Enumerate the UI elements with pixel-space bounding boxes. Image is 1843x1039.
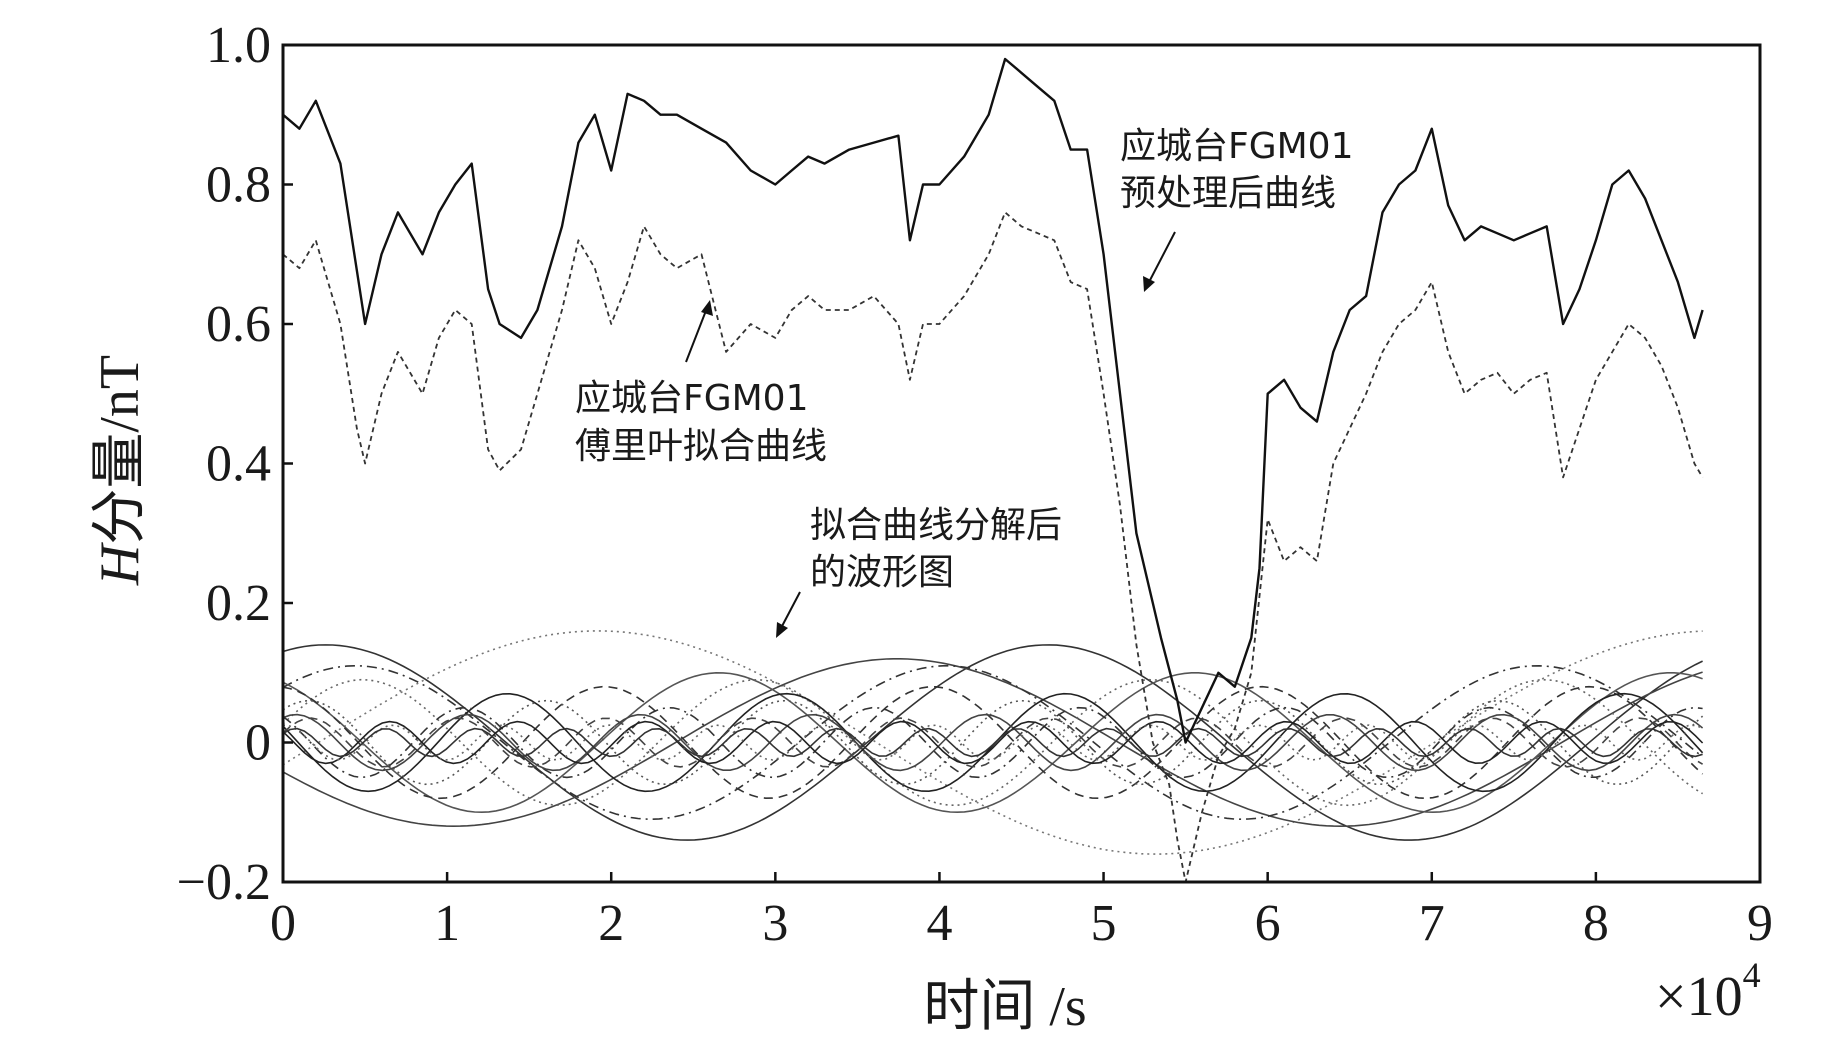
- annotation-decomposed-line1: 拟合曲线分解后: [810, 505, 1062, 546]
- decomposed-waveform-13: [282, 720, 1704, 765]
- decomposed-waveform-15: [282, 727, 1703, 758]
- annotation-preprocessed-arrowhead: [1143, 276, 1155, 292]
- y-tick-label: 0.4: [206, 436, 271, 493]
- y-tick-label: 0: [245, 715, 271, 772]
- annotation-decomposed-arrow: [779, 591, 801, 631]
- decomposed-waveform-7: [282, 685, 1704, 800]
- x-tick-label: 7: [1419, 895, 1445, 952]
- y-tick-label: 0.2: [206, 575, 271, 632]
- decomposed-waveform-12: [282, 717, 1704, 768]
- annotation-fourier: 应城台FGM01 傅里叶拟合曲线: [575, 300, 827, 467]
- x-tick-label: 5: [1091, 895, 1117, 952]
- annotation-decomposed-line2: 的波形图: [810, 552, 954, 593]
- annotation-fourier-line2: 傅里叶拟合曲线: [575, 426, 827, 467]
- decomposed-waveform-3: [282, 657, 1703, 828]
- x-tick-label: 8: [1583, 895, 1609, 952]
- decomposed-waveform-14: [282, 724, 1703, 761]
- plot-lines: [282, 57, 1704, 883]
- annotation-fourier-arrow: [685, 307, 708, 363]
- y-tick-label: 0.8: [206, 157, 271, 214]
- x-tick-label: 4: [926, 895, 952, 952]
- decomposed-waveform-6: [282, 678, 1704, 807]
- annotation-decomposed: 拟合曲线分解后 的波形图: [776, 505, 1062, 638]
- series-fourier-fit-line: [282, 211, 1704, 883]
- x-tick-label: 3: [762, 895, 788, 952]
- series-preprocessed-line: [282, 57, 1704, 744]
- decomposed-waveform-1: [282, 630, 1703, 855]
- x-axis-multiplier: ×104: [1655, 955, 1761, 1028]
- decomposed-waveform-10: [282, 706, 1703, 779]
- x-tick-label: 6: [1255, 895, 1281, 952]
- y-tick-label: 1.0: [206, 17, 271, 74]
- decomposed-waveform-5: [282, 671, 1703, 814]
- y-tick-label: 0.6: [206, 296, 271, 353]
- annotation-fourier-line1: 应城台FGM01: [575, 378, 808, 419]
- x-tick-label: 2: [598, 895, 624, 952]
- axis-ticks: 0 1 2 3 4 5 6 7 8 9−0.200.20.40.60.81.0: [177, 17, 1773, 952]
- annotation-decomposed-arrowhead: [776, 622, 788, 638]
- decomposed-waveform-11: [282, 713, 1704, 772]
- annotation-fourier-arrowhead: [701, 300, 713, 316]
- annotation-preprocessed: 应城台FGM01 预处理后曲线: [1120, 126, 1353, 292]
- x-axis-title: 时间 /s: [923, 976, 1086, 1038]
- y-tick-label: −0.2: [177, 854, 271, 911]
- x-tick-label: 1: [434, 895, 460, 952]
- x-tick-label: 9: [1747, 895, 1773, 952]
- annotation-preprocessed-line1: 应城台FGM01: [1120, 126, 1353, 167]
- annotation-preprocessed-arrow: [1147, 231, 1176, 285]
- x-tick-label: 0: [270, 895, 296, 952]
- decomposed-waveform-2: [282, 644, 1703, 841]
- y-axis-title: H分量/nT: [89, 355, 151, 586]
- annotation-preprocessed-line2: 预处理后曲线: [1120, 173, 1336, 214]
